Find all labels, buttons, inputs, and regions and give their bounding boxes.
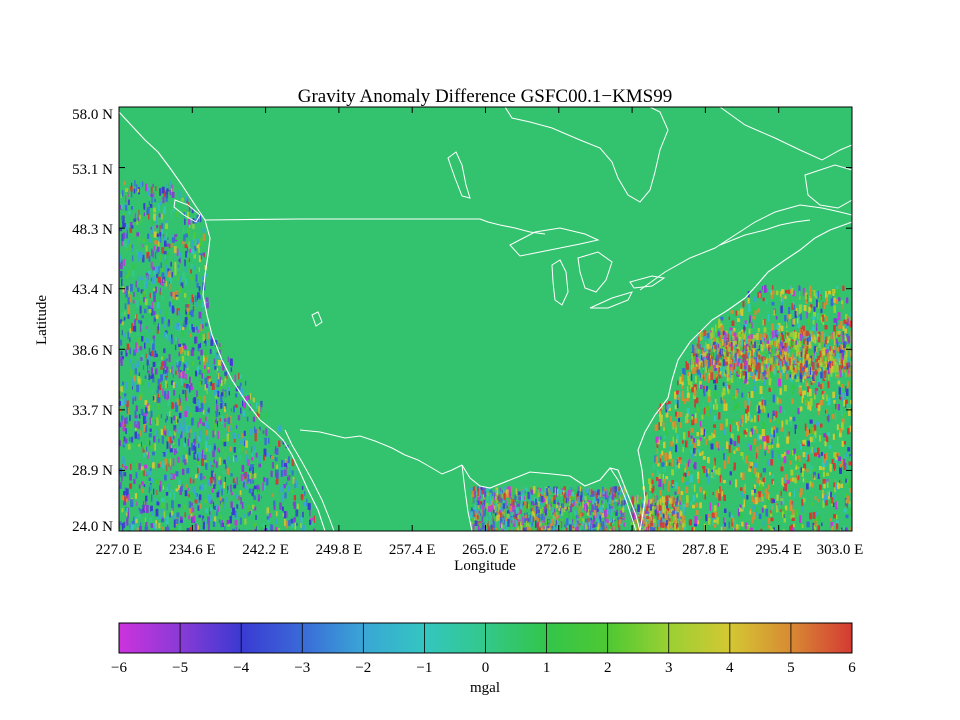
colorbar-frame [118,622,853,654]
gaspe-coastline [719,219,811,246]
colorbar-tick-label: −5 [172,660,188,676]
colorbar: −6 −5 −4 −3 −2 −1 0 1 2 3 4 5 6 mgal [111,622,856,696]
us-canada-border [204,218,546,235]
labrador-coastline [719,107,852,161]
colorbar-tick-label: 5 [787,660,795,676]
lake-superior [509,227,600,257]
y-axis-label: Latitude [34,295,50,345]
lake-michigan [551,259,569,306]
y-tick-label: 28.9 N [72,463,113,479]
gulf-coastline [461,464,641,531]
map-area [119,107,852,531]
x-tick-label: 242.2 E [242,542,289,558]
colorbar-tick-label: 2 [604,660,612,676]
florida-coastline [609,467,637,531]
colorbar-tick-label: −6 [111,660,127,676]
x-tick-label: 249.8 E [316,542,363,558]
y-tick-label: 33.7 N [72,403,113,419]
newfoundland-outline [804,164,852,209]
x-tick-label: 272.6 E [535,542,582,558]
colorbar-tick-label: −1 [416,660,432,676]
x-axis-label: Longitude [454,558,516,574]
x-tick-label: 303.0 E [817,542,864,558]
x-tick-label: 280.2 E [609,542,656,558]
x-tick-label: 234.6 E [169,542,216,558]
colorbar-separators [179,623,792,653]
x-tick-label: 257.4 E [389,542,436,558]
y-tick-label: 53.1 N [72,162,113,178]
y-tick-label: 43.4 N [72,282,113,298]
y-tick-labels: 24.0 N 28.9 N 33.7 N 38.6 N 43.4 N 48.3 … [72,107,113,535]
y-tick-label: 38.6 N [72,343,113,359]
y-tick-label: 24.0 N [72,519,113,535]
colorbar-tick-label: −4 [233,660,249,676]
lake-erie [589,291,633,309]
map-title: Gravity Anomaly Difference GSFC00.1−KMS9… [298,86,673,107]
colorbar-tick-label: −3 [294,660,310,676]
hudson-bay-coastline [504,107,669,203]
map-background [119,107,852,531]
us-mexico-border [299,429,463,475]
colorbar-tick-label: 1 [543,660,551,676]
y-tick-label: 58.0 N [72,107,113,123]
x-tick-label: 227.0 E [96,542,143,558]
east-coastline [637,221,852,531]
great-salt-lake [311,311,323,327]
colorbar-tick-label: 0 [482,660,490,676]
vancouver-island [173,199,201,223]
colorbar-label: mgal [470,680,500,696]
west-coastline [119,111,326,531]
y-tick-label: 48.3 N [72,222,113,238]
lake-huron [577,251,613,293]
colorbar-tick-label: −2 [355,660,371,676]
lake-winnipeg [447,151,471,199]
x-tick-labels: 227.0 E 234.6 E 242.2 E 249.8 E 257.4 E … [96,542,864,558]
x-tick-label: 287.8 E [682,542,729,558]
baja-coastline [284,429,335,531]
colorbar-tick-label: 3 [665,660,673,676]
x-tick-label: 265.0 E [462,542,509,558]
lake-ontario [629,275,666,289]
mexico-east-coastline [461,464,473,531]
colorbar-tick-label: 4 [726,660,734,676]
st-lawrence-coastline [639,204,852,291]
axis-ticks [118,106,853,532]
x-tick-label: 295.4 E [755,542,802,558]
colorbar-tick-label: 6 [848,660,856,676]
